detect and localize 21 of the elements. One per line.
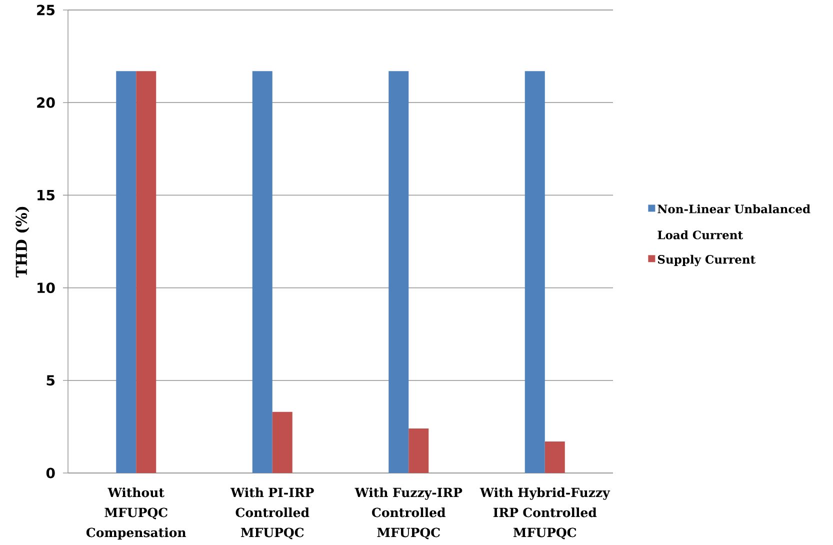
bar	[272, 412, 292, 473]
y-tick-label: 15	[38, 190, 55, 200]
bar	[544, 442, 565, 473]
y-tick-label: 5	[46, 375, 55, 386]
x-tick-label: With Hybrid-Fuzzy IRP Controlled MFUPQC	[480, 488, 610, 540]
y-tick-label: 0	[46, 468, 55, 478]
x-tick-label: Without MFUPQC Compensation	[86, 488, 186, 540]
y-tick-label: 25	[37, 4, 55, 16]
bar	[136, 71, 156, 473]
bar	[524, 71, 545, 473]
y-axis-title: THD (%)	[15, 206, 30, 278]
bar	[388, 71, 409, 473]
y-tick-label: 10	[38, 282, 55, 294]
bar	[116, 71, 136, 473]
legend-label: Supply Current	[658, 254, 756, 266]
bar	[252, 71, 272, 473]
bar	[408, 428, 429, 473]
y-tick-label: 20	[37, 97, 55, 108]
x-tick-label: With Fuzzy-IRP Controlled MFUPQC	[354, 488, 462, 540]
x-tick-label: With PI-IRP Controlled MFUPQC	[230, 488, 314, 540]
text: Non-Linear Unbalanced Load Current	[658, 204, 810, 240]
